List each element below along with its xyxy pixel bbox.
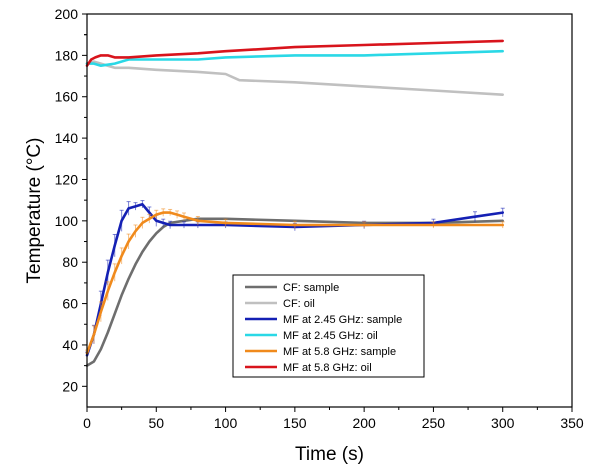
x-tick-label: 350 (560, 415, 584, 431)
series-line (85, 39, 505, 67)
series-layer (85, 39, 505, 367)
series-line (85, 49, 505, 67)
y-tick-label: 120 (55, 171, 79, 187)
x-tick-label: 200 (352, 415, 376, 431)
x-axis: 0 50 100 150 200 250 300 350 (83, 407, 584, 431)
legend-label: MF at 5.8 GHz: sample (283, 346, 396, 358)
series-cf-oil (85, 60, 505, 96)
x-tick-label: 0 (83, 415, 91, 431)
y-tick-label: 80 (62, 254, 78, 270)
x-tick-label: 100 (214, 415, 238, 431)
x-tick-label: 250 (422, 415, 446, 431)
y-tick-label: 20 (62, 378, 78, 394)
y-tick-label: 40 (62, 337, 78, 353)
legend-label: MF at 2.45 GHz: oil (283, 330, 378, 342)
y-tick-label: 160 (55, 89, 79, 105)
series-line (85, 211, 505, 355)
y-tick-label: 140 (55, 130, 79, 146)
legend-label: CF: sample (283, 282, 339, 294)
legend-label: MF at 2.45 GHz: sample (283, 314, 402, 326)
y-tick-label: 180 (55, 47, 79, 63)
series-cf-sample (85, 217, 505, 367)
series-line (85, 60, 505, 96)
legend-label: CF: oil (283, 298, 315, 310)
series-line (85, 217, 505, 367)
x-tick-label: 300 (491, 415, 515, 431)
series-mf-at-2-45-ghz-oil (85, 49, 505, 67)
series-mf-at-5-8-ghz-oil (85, 39, 505, 67)
x-tick-label: 50 (148, 415, 164, 431)
x-tick-label: 150 (283, 415, 307, 431)
y-tick-label: 60 (62, 296, 78, 312)
y-axis: 20 40 60 80 100 120 140 160 180 200 (55, 6, 87, 394)
legend-box (232, 274, 425, 378)
legend: CF: sample CF: oil MF at 2.45 GHz: sample M… (232, 274, 425, 378)
y-tick-label: 100 (55, 213, 79, 229)
y-axis-title: Temperature (°C) (24, 138, 45, 284)
legend-label: MF at 5.8 GHz: oil (283, 362, 372, 374)
y-tick-label: 200 (55, 6, 79, 22)
x-axis-title: Time (s) (295, 444, 364, 465)
